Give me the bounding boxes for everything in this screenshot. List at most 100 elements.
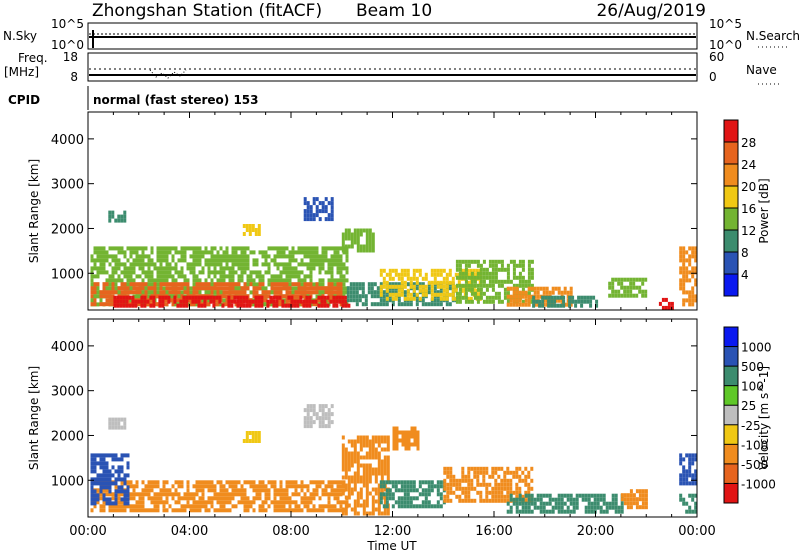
data-cell [644,489,648,494]
data-cell [186,246,190,251]
data-cell [303,290,307,295]
data-cell [418,296,422,301]
data-cell [303,492,307,497]
data-cell [111,274,115,279]
data-cell [204,508,208,513]
data-cell [694,493,698,498]
data-cell [279,270,283,275]
data-cell [153,484,157,489]
data-cell [243,250,247,255]
data-cell [99,290,103,295]
data-cell [377,443,381,448]
data-cell [243,500,247,505]
data-cell [198,262,202,267]
data-cell [466,268,470,273]
data-cell [269,299,273,304]
data-cell [518,294,522,299]
colorbar-segment [724,366,738,386]
data-cell [290,303,294,308]
data-cell [276,282,280,287]
data-cell [682,501,686,506]
data-cell [685,469,689,474]
data-cell [521,494,525,499]
data-cell [306,424,310,429]
data-cell [258,274,262,279]
data-cell [276,250,280,255]
data-cell [246,504,250,509]
data-cell [171,294,175,299]
data-cell [361,290,365,295]
data-cell [515,490,519,495]
data-cell [189,270,193,275]
data-cell [168,282,172,287]
data-cell [234,302,238,307]
data-cell [237,290,241,295]
data-cell [347,475,351,480]
data-cell [330,209,334,214]
data-cell [159,266,163,271]
data-cell [385,480,389,485]
data-cell [365,495,369,500]
data-cell [330,508,334,513]
data-cell [346,290,350,295]
data-cell [159,282,163,287]
data-cell [147,266,151,271]
data-cell [470,478,474,483]
data-cell [102,477,106,482]
data-cell [177,298,181,303]
data-cell [365,236,369,241]
data-cell [195,274,199,279]
data-cell [394,484,398,489]
data-cell [682,477,686,482]
data-cell [174,480,178,485]
data-cell [336,246,340,251]
data-cell [482,267,486,272]
data-cell [222,258,226,263]
data-cell [361,294,365,299]
data-cell [183,504,187,509]
data-cell [156,282,160,287]
data-cell [147,480,151,485]
data-cell [327,484,331,489]
data-cell [162,246,166,251]
data-cell [368,491,372,496]
data-cell [114,508,118,513]
data-cell [330,290,334,295]
data-cell [548,501,552,506]
data-cell [688,457,692,462]
data-cell [433,292,437,297]
data-cell [448,302,452,307]
data-cell [111,473,115,478]
data-cell [276,286,280,291]
data-cell [150,484,154,489]
data-cell [512,294,516,299]
data-cell [270,302,274,307]
data-cell [368,236,372,241]
data-cell [433,504,437,509]
data-cell [361,286,365,291]
data-cell [617,293,621,298]
data-cell [267,246,271,251]
data-cell [368,447,372,452]
data-cell [90,453,94,458]
data-cell [383,463,387,468]
data-cell [240,270,244,275]
data-cell [246,508,250,513]
data-cell [470,482,474,487]
data-cell [332,303,336,308]
data-cell [345,258,349,263]
data-cell [186,488,190,493]
data-cell [342,266,346,271]
data-cell [245,224,249,228]
power-xticks [87,112,698,310]
data-cell [123,250,127,255]
data-cell [394,500,398,505]
data-cell [691,254,695,259]
data-cell [397,500,401,505]
data-cell [267,492,271,497]
data-cell [356,240,360,245]
data-cell [359,439,363,444]
data-cell [575,501,579,506]
data-cell [491,470,495,475]
data-cell [353,459,357,464]
